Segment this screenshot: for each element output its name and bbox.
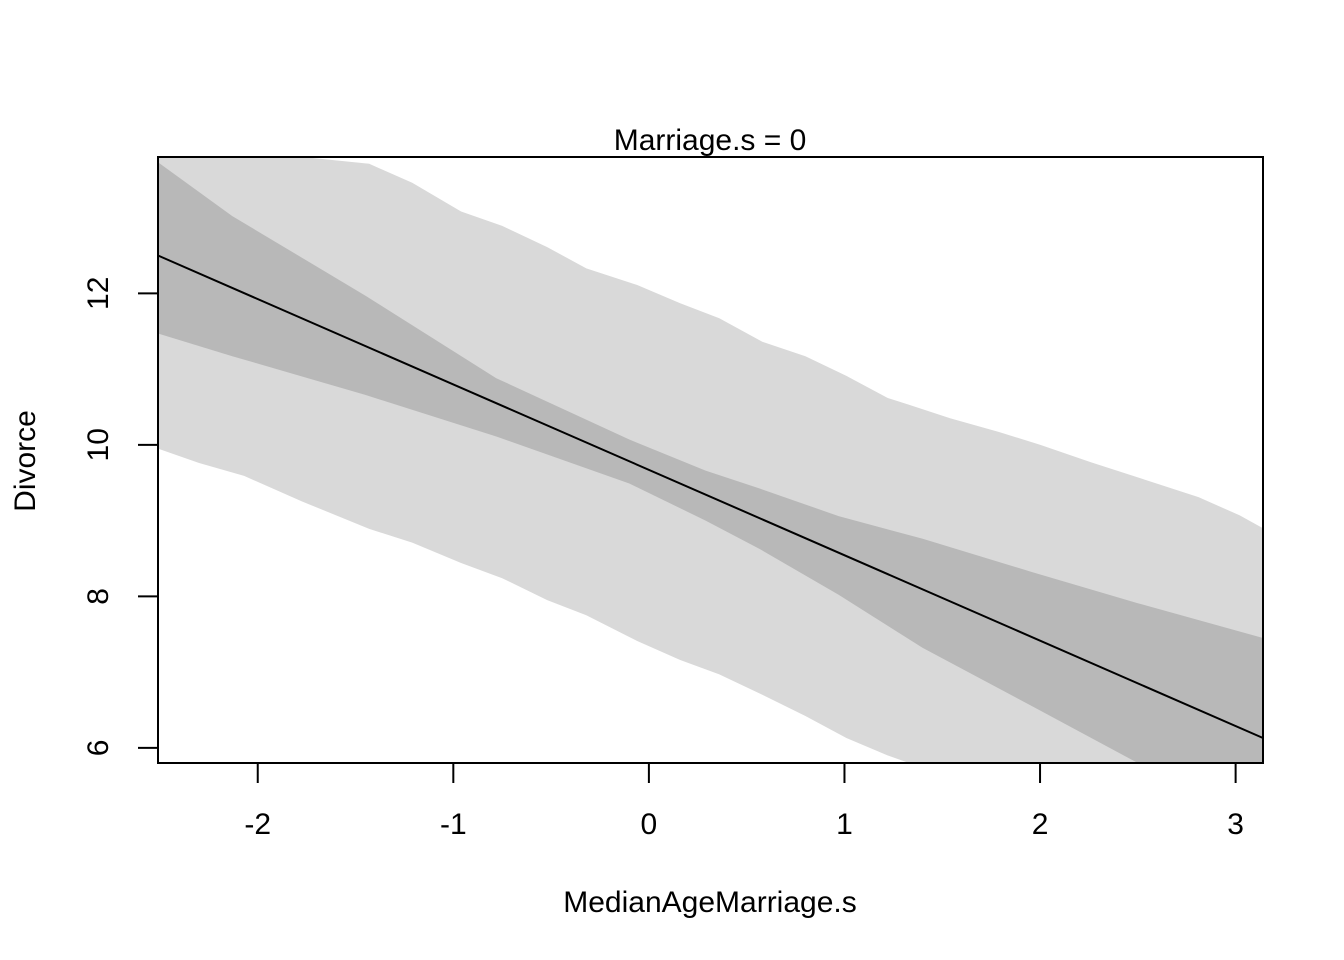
mean-lines — [157, 254, 1264, 739]
y-axis: 6 8 10 12 — [82, 277, 159, 757]
mean-line — [157, 254, 1264, 739]
x-tick-label: 0 — [641, 808, 658, 841]
x-tick-label: 2 — [1032, 808, 1049, 841]
y-tick-label: 12 — [82, 277, 115, 310]
x-tick-label: -2 — [244, 808, 271, 841]
x-axis: -2 -1 0 1 2 3 — [244, 762, 1244, 841]
y-tick-label: 10 — [82, 428, 115, 461]
interval-bands — [158, 157, 1263, 764]
x-tick-label: -1 — [440, 808, 467, 841]
mean-interval-band — [158, 162, 1263, 764]
x-tick-label: 3 — [1227, 808, 1244, 841]
y-tick-label: 8 — [82, 588, 115, 605]
chart-title: Marriage.s = 0 — [614, 124, 807, 157]
y-axis-label: Divorce — [9, 410, 42, 512]
x-axis-label: MedianAgeMarriage.s — [563, 886, 856, 919]
x-tick-label: 1 — [836, 808, 853, 841]
y-tick-label: 6 — [82, 740, 115, 757]
